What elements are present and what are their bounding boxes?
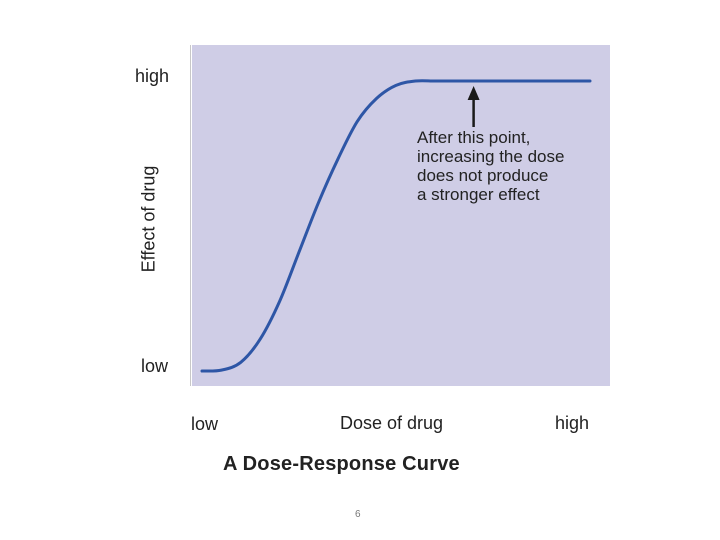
y-tick-high: high: [135, 66, 170, 86]
plot-area: [192, 45, 610, 386]
x-tick-low: low: [191, 414, 219, 434]
annotation-line: increasing the dose: [417, 147, 565, 166]
annotation-text: After this point, increasing the dose do…: [417, 128, 564, 204]
dose-response-line: [200, 79, 592, 373]
annotation-line: does not produce: [417, 166, 549, 185]
x-tick-high: high: [555, 413, 590, 433]
annotation-arrow-head: [467, 86, 480, 100]
y-tick-low: low: [141, 356, 169, 376]
chart-title: A Dose-Response Curve: [223, 453, 460, 475]
annotation-line: After this point,: [417, 128, 531, 147]
x-axis-label: Dose of drug: [340, 413, 444, 433]
annotation-line: a stronger effect: [417, 185, 540, 204]
page-number: 6: [355, 509, 361, 520]
y-axis-line: [190, 45, 191, 386]
y-axis-label: Effect of drug: [138, 165, 159, 273]
